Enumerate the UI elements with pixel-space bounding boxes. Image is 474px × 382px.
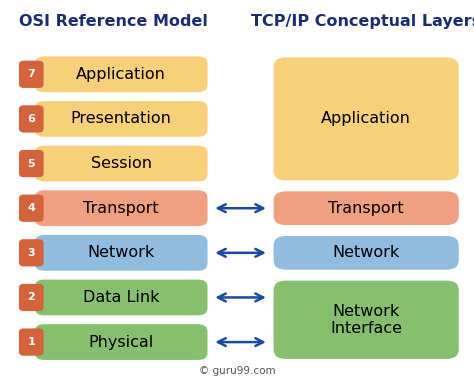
- FancyBboxPatch shape: [273, 190, 460, 226]
- FancyBboxPatch shape: [19, 284, 44, 311]
- FancyBboxPatch shape: [19, 194, 44, 222]
- Text: Network
Interface: Network Interface: [330, 304, 402, 336]
- FancyBboxPatch shape: [19, 239, 44, 266]
- FancyBboxPatch shape: [19, 105, 44, 133]
- Text: Transport: Transport: [83, 201, 159, 216]
- FancyBboxPatch shape: [273, 235, 460, 271]
- Text: Data Link: Data Link: [83, 290, 159, 305]
- Text: Network: Network: [333, 245, 400, 260]
- FancyBboxPatch shape: [34, 145, 209, 183]
- Text: Physical: Physical: [89, 335, 154, 350]
- FancyBboxPatch shape: [34, 189, 209, 227]
- FancyBboxPatch shape: [273, 280, 460, 360]
- Text: OSI Reference Model: OSI Reference Model: [19, 13, 208, 29]
- FancyBboxPatch shape: [34, 323, 209, 361]
- Text: 1: 1: [27, 337, 35, 347]
- FancyBboxPatch shape: [273, 57, 460, 181]
- FancyBboxPatch shape: [19, 150, 44, 177]
- FancyBboxPatch shape: [19, 61, 44, 88]
- Text: 4: 4: [27, 203, 35, 213]
- Text: TCP/IP Conceptual Layers: TCP/IP Conceptual Layers: [251, 13, 474, 29]
- Text: 5: 5: [27, 159, 35, 168]
- FancyBboxPatch shape: [19, 329, 44, 356]
- Text: 3: 3: [27, 248, 35, 258]
- Text: Network: Network: [88, 245, 155, 260]
- Text: Presentation: Presentation: [71, 112, 172, 126]
- Text: 7: 7: [27, 69, 35, 79]
- FancyBboxPatch shape: [34, 278, 209, 316]
- Text: Application: Application: [76, 67, 166, 82]
- Text: Session: Session: [91, 156, 152, 171]
- Text: Transport: Transport: [328, 201, 404, 216]
- FancyBboxPatch shape: [34, 55, 209, 93]
- FancyBboxPatch shape: [34, 100, 209, 138]
- Text: © guru99.com: © guru99.com: [199, 366, 275, 376]
- Text: Application: Application: [321, 112, 411, 126]
- FancyBboxPatch shape: [34, 234, 209, 272]
- Text: 6: 6: [27, 114, 35, 124]
- Text: 2: 2: [27, 293, 35, 303]
